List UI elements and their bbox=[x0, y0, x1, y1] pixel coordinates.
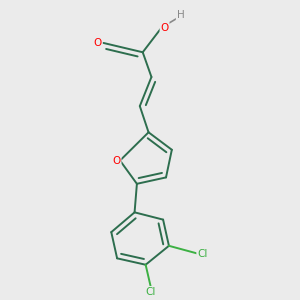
Text: H: H bbox=[177, 10, 184, 20]
Text: O: O bbox=[160, 22, 169, 32]
Text: Cl: Cl bbox=[197, 249, 208, 259]
Text: Cl: Cl bbox=[146, 287, 156, 297]
Text: O: O bbox=[94, 38, 102, 48]
Text: O: O bbox=[112, 155, 121, 166]
